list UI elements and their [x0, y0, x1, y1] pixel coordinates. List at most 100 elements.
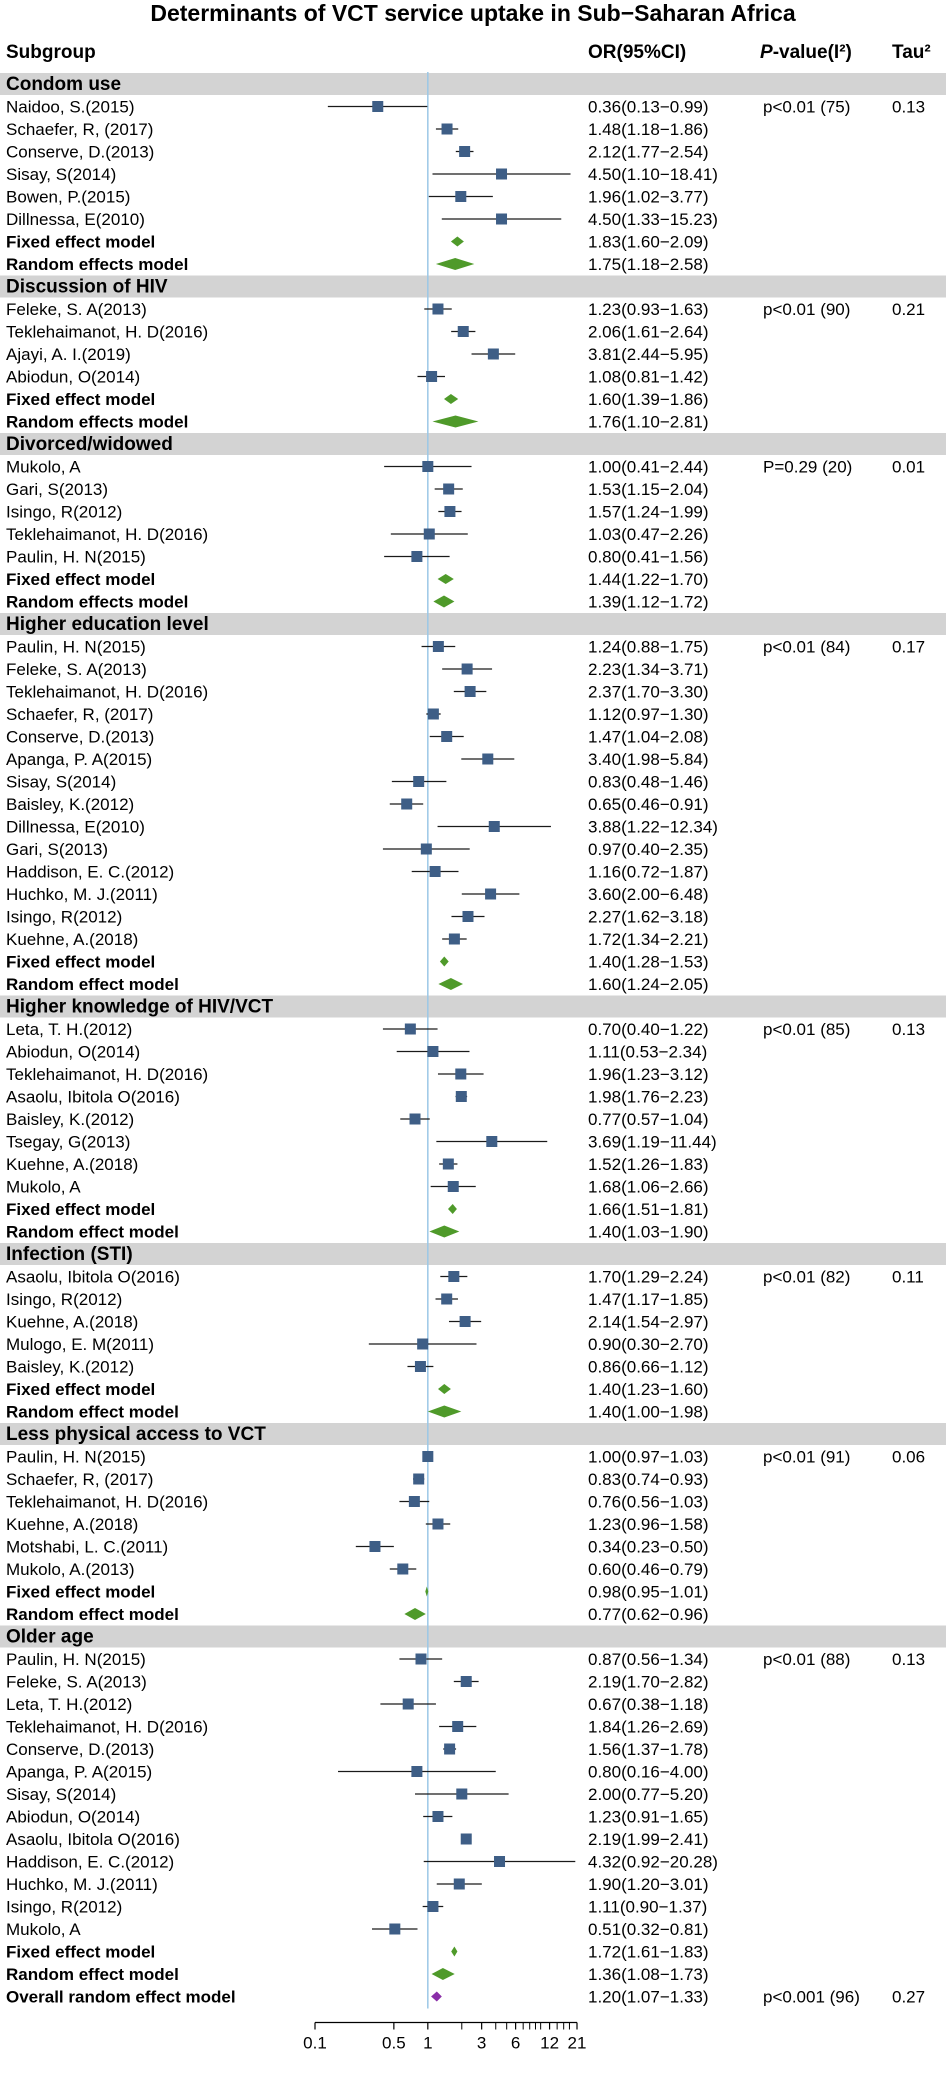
study-or-text: 1.16(0.72−1.87) [588, 863, 709, 882]
study-or-text: 0.87(0.56−1.34) [588, 1650, 709, 1669]
study-or-text: 0.83(0.74−0.93) [588, 1470, 709, 1489]
group-label: Discussion of HIV [6, 277, 168, 298]
study-label: Feleke, S. A(2013) [6, 1673, 147, 1692]
group-pvalue: p<0.01 (84) [763, 638, 850, 657]
x-axis-tick-label: 1 [423, 2034, 432, 2053]
study-label: Mukolo, A [6, 1920, 81, 1939]
study-square [457, 326, 469, 337]
study-or-text: 1.47(1.04−2.08) [588, 728, 709, 747]
study-label: Sisay, S(2014) [6, 773, 116, 792]
tau-col-header: Tau² [892, 42, 931, 63]
pvalue-col-header-p: P [760, 42, 773, 63]
study-label: Asaolu, Ibitola O(2016) [6, 1088, 180, 1107]
study-or-text: 0.97(0.40−2.35) [588, 840, 709, 859]
study-square [455, 1068, 467, 1080]
study-or-text: 4.50(1.33−15.23) [588, 210, 718, 229]
study-square [447, 1181, 459, 1192]
study-square [423, 528, 435, 540]
study-square [429, 866, 441, 877]
random-label: Random effect model [6, 1965, 179, 1984]
study-or-text: 2.19(1.99−2.41) [588, 1830, 709, 1849]
study-square [369, 1541, 381, 1552]
study-square [488, 821, 500, 832]
summary-diamond [431, 1991, 442, 2002]
group-tau: 0.17 [892, 638, 925, 657]
study-label: Kuehne, A.(2018) [6, 1155, 138, 1174]
summary-diamond [425, 1586, 429, 1597]
study-or-text: 2.23(1.34−3.71) [588, 660, 709, 679]
study-or-text: 1.68(1.06−2.66) [588, 1178, 709, 1197]
group-band [0, 1625, 946, 1648]
random-or-text: 1.36(1.08−1.73) [588, 1965, 709, 1984]
group-label: Divorced/widowed [6, 434, 173, 455]
fixed-or-text: 1.60(1.39−1.86) [588, 390, 709, 409]
study-label: Baisley, K.(2012) [6, 795, 134, 814]
study-square [461, 663, 473, 675]
group-band [0, 613, 946, 635]
study-label: Naidoo, S.(2015) [6, 98, 135, 117]
group-label: Infection (STI) [6, 1244, 133, 1265]
study-square [453, 1878, 465, 1890]
group-tau: 0.06 [892, 1448, 925, 1467]
study-label: Bowen, P.(2015) [6, 188, 130, 207]
group-tau: 0.21 [892, 300, 925, 319]
study-square [417, 1338, 429, 1350]
study-square [487, 348, 499, 360]
study-label: Gari, S(2013) [6, 840, 108, 859]
study-label: Kuehne, A.(2018) [6, 1313, 138, 1332]
study-square [397, 1563, 409, 1575]
study-square [402, 1698, 414, 1710]
study-label: Sisay, S(2014) [6, 165, 116, 184]
study-label: Tsegay, G(2013) [6, 1133, 130, 1152]
study-or-text: 0.90(0.30−2.70) [588, 1335, 709, 1354]
study-square [496, 213, 508, 225]
study-label: Haddison, E. C.(2012) [6, 1853, 174, 1872]
group-pvalue: p<0.01 (82) [763, 1268, 850, 1287]
study-label: Kuehne, A.(2018) [6, 930, 138, 949]
study-square [456, 1788, 468, 1800]
study-or-text: 1.23(0.93−1.63) [588, 300, 709, 319]
study-square [411, 1766, 423, 1777]
group-band [0, 73, 946, 95]
study-or-text: 3.81(2.44−5.95) [588, 345, 709, 364]
group-tau: 0.13 [892, 98, 925, 117]
study-square [441, 731, 453, 742]
summary-diamond [450, 236, 464, 247]
overall-tau: 0.27 [892, 1988, 925, 2007]
study-label: Dillnessa, E(2010) [6, 818, 145, 837]
group-pvalue: p<0.01 (85) [763, 1020, 850, 1039]
group-pvalue: P=0.29 (20) [763, 458, 852, 477]
study-square [452, 1721, 464, 1732]
study-label: Isingo, R(2012) [6, 503, 122, 522]
summary-diamond [439, 956, 449, 967]
study-or-text: 1.70(1.29−2.24) [588, 1268, 709, 1287]
study-square [443, 483, 455, 495]
study-or-text: 1.84(1.26−2.69) [588, 1718, 709, 1737]
study-square [459, 1316, 471, 1327]
study-label: Teklehaimanot, H. D(2016) [6, 1718, 208, 1737]
study-or-text: 1.53(1.15−2.04) [588, 480, 709, 499]
study-or-text: 2.12(1.77−2.54) [588, 143, 709, 162]
fixed-or-text: 1.72(1.61−1.83) [588, 1943, 709, 1962]
fixed-or-text: 0.98(0.95−1.01) [588, 1583, 709, 1602]
study-square [482, 753, 494, 765]
fixed-label: Fixed effect model [6, 390, 155, 409]
fixed-label: Fixed effect model [6, 1200, 155, 1219]
study-or-text: 3.60(2.00−6.48) [588, 885, 709, 904]
study-square [442, 1158, 454, 1170]
random-or-text: 1.40(1.00−1.98) [588, 1403, 709, 1422]
study-square [404, 1023, 416, 1035]
study-or-text: 3.40(1.98−5.84) [588, 750, 709, 769]
study-square [420, 843, 432, 855]
study-or-text: 0.83(0.48−1.46) [588, 773, 709, 792]
study-or-text: 1.12(0.97−1.30) [588, 705, 709, 724]
study-square [413, 776, 425, 787]
study-square [444, 506, 456, 517]
study-square [432, 1518, 444, 1530]
study-square [426, 371, 438, 382]
group-label: Older age [6, 1627, 94, 1648]
study-or-text: 1.00(0.41−2.44) [588, 458, 709, 477]
summary-diamond [429, 1225, 460, 1238]
study-label: Huchko, M. J.(2011) [6, 885, 158, 904]
